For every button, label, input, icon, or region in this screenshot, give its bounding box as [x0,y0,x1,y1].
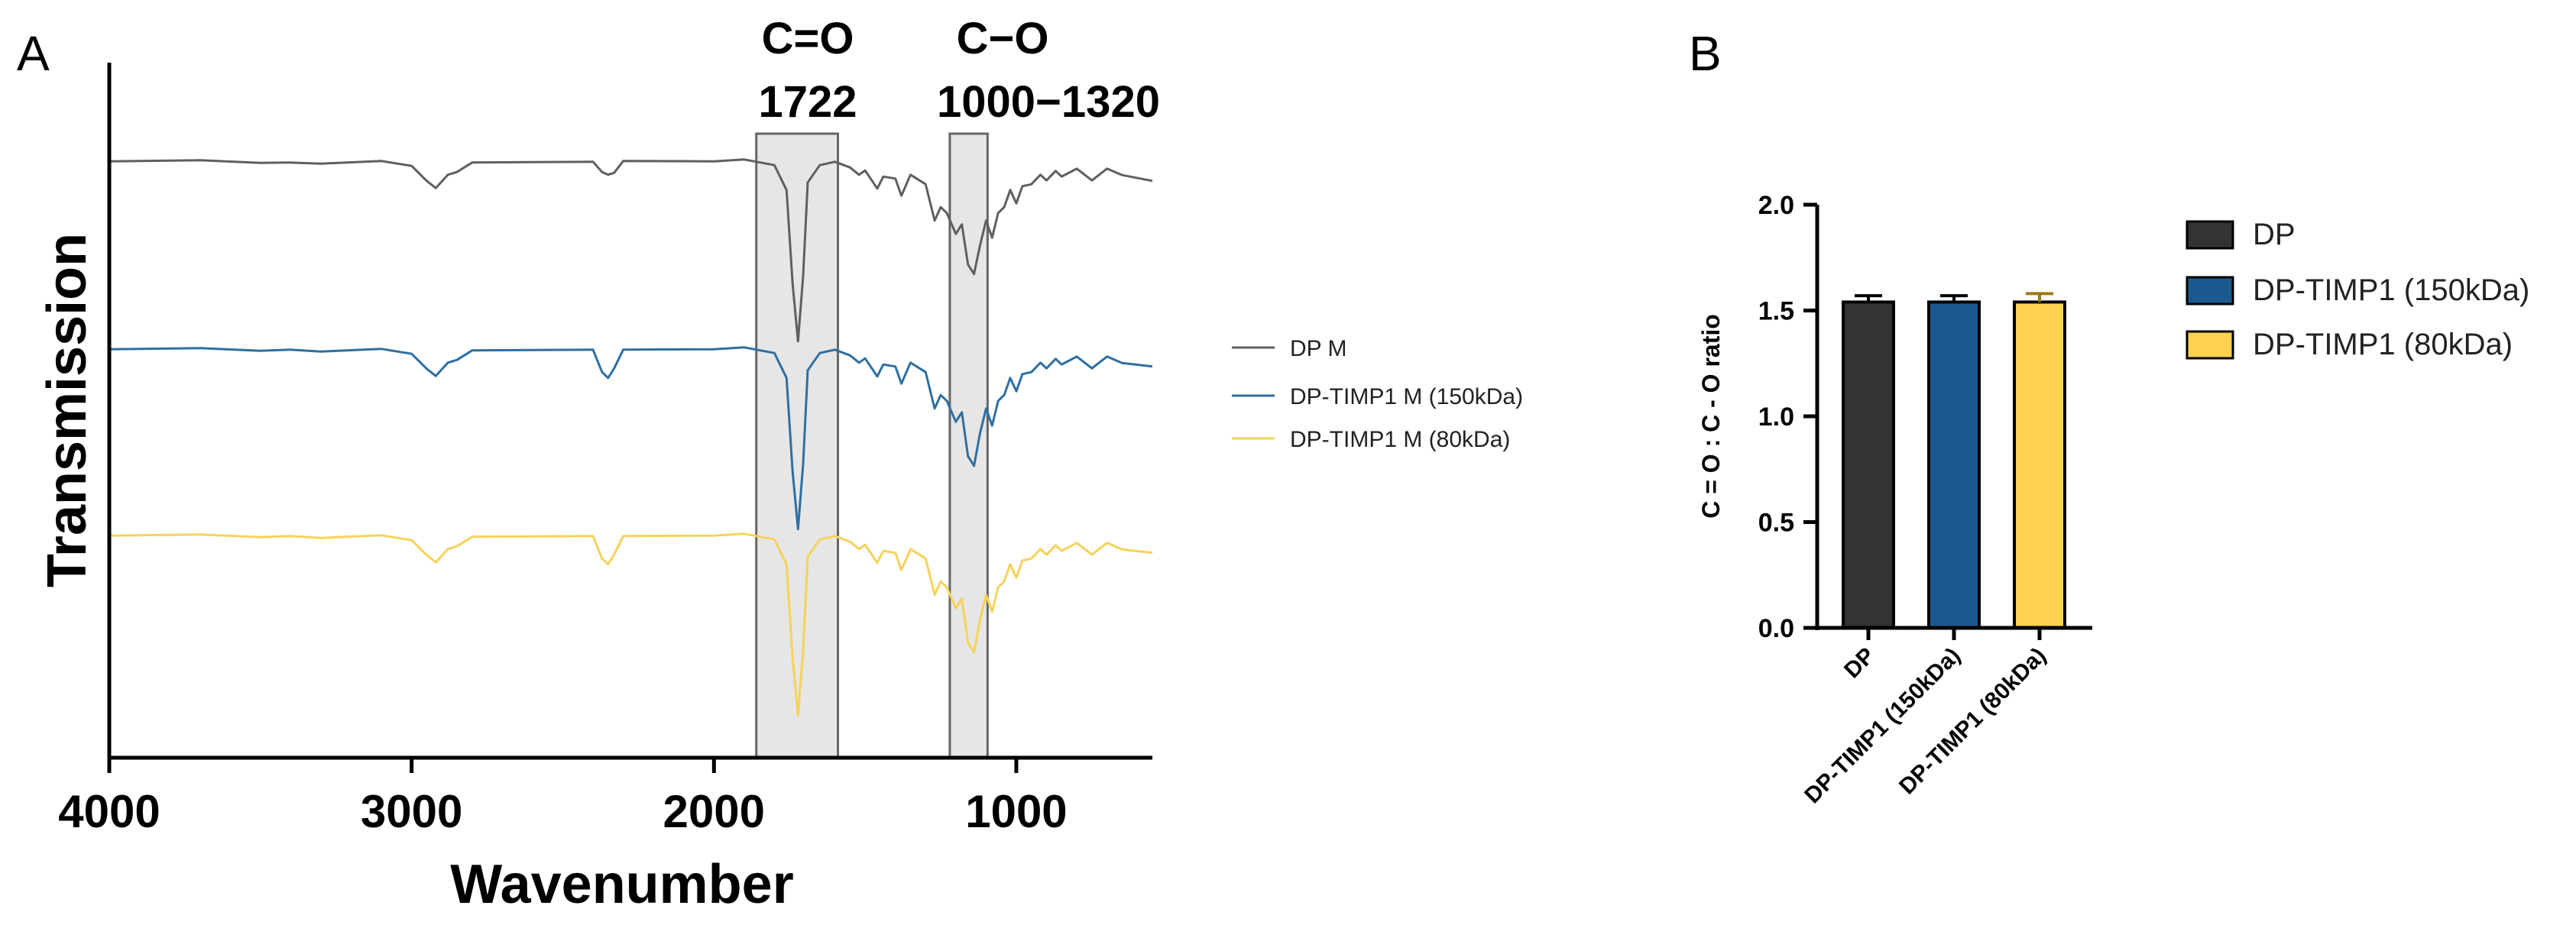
annotation-c-o-single-value: 1000−1320 [937,77,1160,127]
a-legend-label-80: DP-TIMP1 M (80kDa) [1290,427,1510,452]
a-x-ticks: 4000 3000 2000 1000 [58,758,1068,837]
b-legend-label-80: DP-TIMP1 (80kDa) [2253,328,2513,361]
b-y-tick-label: 0.5 [1758,509,1794,538]
a-x-tick-label: 2000 [663,786,765,837]
spectrum-dp-timp1-m-150kda- [109,346,1153,531]
b-legend-label-dp: DP [2253,218,2296,251]
a-y-axis-title: Transmission [37,233,98,587]
b-legend-swatch-80 [2186,330,2234,360]
annotation-c-o-double-value: 1722 [758,77,857,127]
b-y-ticks: 0.0 0.5 1.0 1.5 2.0 [1758,191,1817,643]
b-y-tick-label: 1.5 [1758,297,1794,326]
annotation-c-o-single-label: C−O [957,14,1049,63]
b-legend: DP DP-TIMP1 (150kDa) DP-TIMP1 (80kDa) [2186,218,2529,361]
panel-a-letter: A [17,26,50,81]
b-bars [1842,292,2066,640]
panel-a: A 4000 3000 2000 1000 Wavenumber Transmissi… [17,14,1523,915]
band-0 [755,132,840,759]
bar-3 [2013,300,2066,629]
a-legend: DP M DP-TIMP1 M (150kDa) DP-TIMP1 M (80k… [1232,336,1523,452]
highlight-bands [755,132,989,759]
b-y-tick-label: 1.0 [1758,403,1794,432]
b-legend-swatch-150 [2186,276,2234,306]
band-1 [948,132,989,759]
a-x-tick-label: 3000 [361,786,462,837]
b-y-tick-label: 2.0 [1758,191,1794,220]
b-x-tick-label: DP [1839,643,1880,684]
annotation-c-o-double-label: C=O [762,14,854,63]
b-x-tick-label: DP-TIMP1 (150kDa) [1800,643,1965,809]
panel-b-letter: B [1689,26,1722,81]
b-legend-label-150: DP-TIMP1 (150kDa) [2253,273,2529,307]
spectra-lines [109,158,1153,717]
b-y-tick-label: 0.0 [1758,614,1794,643]
a-x-tick-label: 4000 [58,786,160,837]
a-x-tick-label: 1000 [965,786,1067,837]
bar-1 [1842,300,1895,629]
spectrum-dp-m [109,158,1153,343]
a-legend-label-150: DP-TIMP1 M (150kDa) [1290,384,1523,409]
a-x-axis-title: Wavenumber [450,854,793,915]
b-y-axis-title: C = O : C - O ratio [1697,314,1725,519]
b-legend-swatch-dp [2186,220,2234,250]
spectrum-dp-timp1-m-80kda- [109,532,1153,717]
a-legend-label-dp: DP M [1290,336,1346,361]
bar-2 [1927,300,1981,629]
b-x-tick-label: DP-TIMP1 (80kDa) [1894,643,2051,800]
